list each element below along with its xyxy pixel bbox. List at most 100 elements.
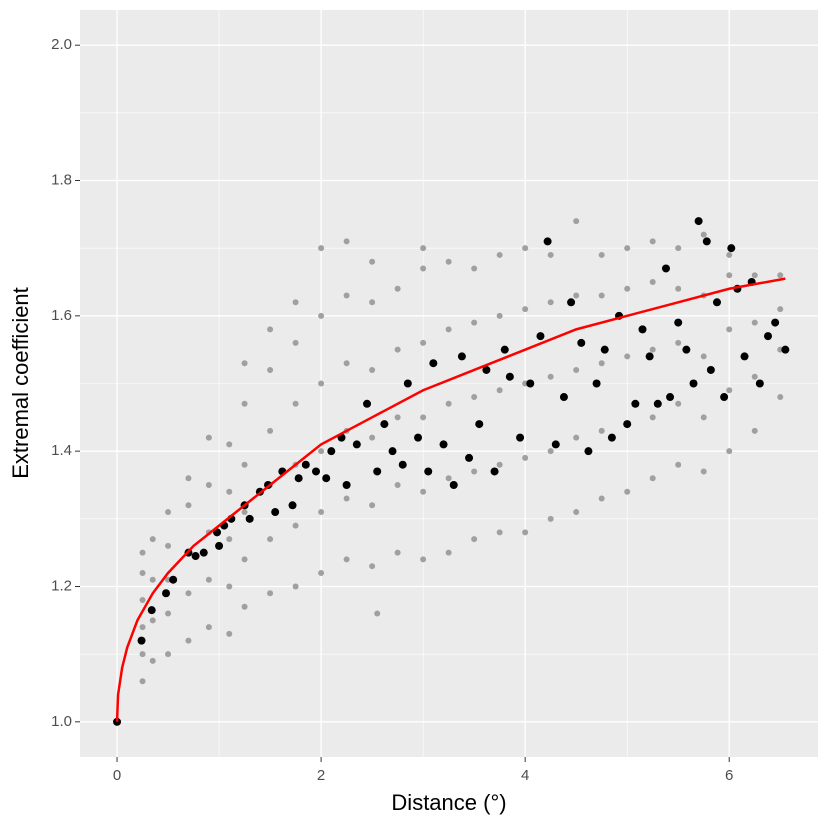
point [185,475,192,482]
point [500,345,509,354]
point [369,299,376,306]
point [592,379,601,388]
point [598,495,605,502]
point [547,373,554,380]
point [267,326,274,333]
point [755,379,764,388]
point [343,360,350,367]
point [318,312,325,319]
point [547,251,554,258]
point [318,569,325,576]
point [394,285,401,292]
point [551,440,560,449]
point [712,298,721,307]
point [420,245,427,252]
point [559,393,568,402]
point [318,448,325,455]
y-tick-label: 1.0 [51,713,72,730]
point [165,509,172,516]
marks [113,217,790,726]
point [226,630,233,637]
point [374,610,381,617]
point [420,556,427,563]
point [294,474,303,483]
point [573,292,580,299]
point [624,353,631,360]
point [726,387,733,394]
point [149,576,156,583]
point [600,345,609,354]
point [649,346,656,353]
point [394,346,401,353]
point [573,366,580,373]
point [547,448,554,455]
point [380,420,389,429]
point [292,299,299,306]
y-tick-label: 1.6 [51,307,72,324]
point [226,583,233,590]
point [674,318,683,327]
point [567,298,576,307]
point [666,393,675,402]
point [465,453,474,462]
point [267,590,274,597]
point [292,583,299,590]
point [496,529,503,536]
point [327,447,336,456]
point [649,279,656,286]
point [301,460,310,469]
point [445,326,452,333]
point [675,285,682,292]
point [343,292,350,299]
point [147,606,156,615]
point [781,345,790,354]
point [267,366,274,373]
point [318,380,325,387]
point [185,637,192,644]
point [205,481,212,488]
point [292,400,299,407]
point [457,352,466,361]
point [241,461,248,468]
point [420,339,427,346]
point [369,366,376,373]
point [638,325,647,334]
point [205,624,212,631]
point [226,536,233,543]
point [751,373,758,380]
point [318,509,325,516]
point [241,400,248,407]
point [271,508,280,517]
point [471,536,478,543]
point [414,433,423,442]
x-axis-title: Distance (°) [391,790,506,815]
point [777,306,784,313]
point [740,352,749,361]
point [496,461,503,468]
point [700,231,707,238]
x-tick-label: 2 [317,767,325,784]
point [653,399,662,408]
point [139,624,146,631]
point [649,238,656,245]
point [598,292,605,299]
point [682,345,691,354]
point [751,272,758,279]
point [543,237,552,246]
point [369,258,376,265]
point [607,433,616,442]
point [624,245,631,252]
point [139,569,146,576]
point [420,414,427,421]
point [645,352,654,361]
point [702,237,711,246]
point [288,501,297,510]
point [649,475,656,482]
point [241,556,248,563]
point [322,474,331,483]
point [573,434,580,441]
point [165,651,172,658]
point [516,433,525,442]
point [185,590,192,597]
point [445,400,452,407]
